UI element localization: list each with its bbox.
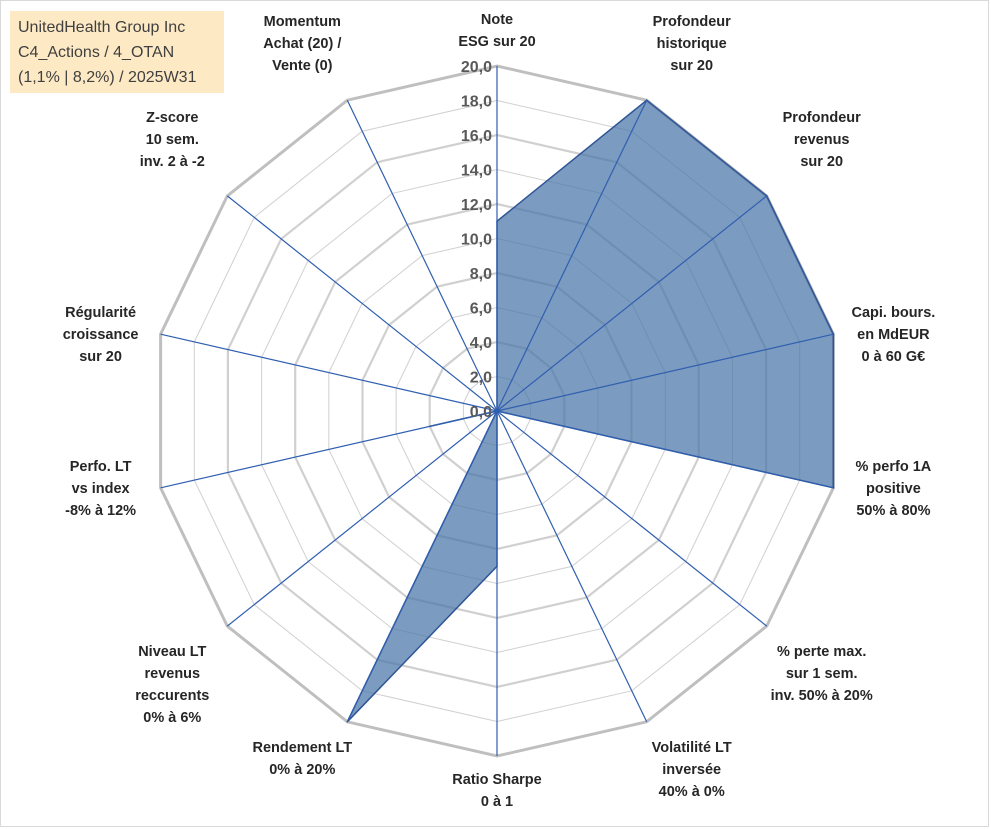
axis-label-line: croissance [63, 327, 139, 343]
tick-label: 16,0 [461, 128, 492, 145]
axis-label-line: reccurents [135, 688, 209, 704]
axis-label: Régularité croissance sur 20 [63, 305, 139, 365]
axis-label-line: Ratio Sharpe [452, 772, 541, 788]
axis-label-line: Niveau LT [138, 644, 206, 660]
tick-label: 8,0 [470, 266, 492, 283]
axis-label-line: sur 20 [670, 58, 713, 74]
axis-label-line: vs index [72, 481, 130, 497]
tick-label: 2,0 [470, 370, 492, 387]
axis-label-line: 0 à 60 G€ [862, 349, 926, 365]
axis-label-line: 50% à 80% [856, 503, 930, 519]
axis-label: Volatilité LT inversée 40% à 0% [652, 740, 732, 800]
chart-title-box: UnitedHealth Group Inc C4_Actions / 4_OT… [10, 11, 224, 93]
tick-label: 6,0 [470, 301, 492, 318]
axis-label-line: Rendement LT [252, 740, 352, 756]
title-line-category: C4_Actions / 4_OTAN [18, 44, 175, 61]
axis-spoke [496, 410, 648, 723]
axis-label-line: inv. 2 à -2 [140, 154, 205, 170]
axis-label-line: Momentum [264, 14, 341, 30]
axis-label-line: Vente (0) [272, 58, 333, 74]
axis-label-line: sur 20 [79, 349, 122, 365]
axis-spoke [496, 333, 834, 412]
tick-label: 4,0 [470, 335, 492, 352]
axis-label: Ratio Sharpe 0 à 1 [452, 772, 541, 810]
axis-spoke [496, 99, 648, 412]
axis-label-line: en MdEUR [857, 327, 930, 343]
axis-label: Perfo. LT vs index -8% à 12% [65, 459, 136, 519]
axis-label: Niveau LT revenus reccurents 0% à 6% [135, 644, 209, 726]
axis-spoke [346, 99, 498, 412]
axis-label-line: Profondeur [653, 14, 731, 30]
axis-label: Profondeur historique sur 20 [653, 14, 731, 74]
axis-label-line: Régularité [65, 305, 136, 321]
axis-label-line: inversée [662, 762, 721, 778]
axis-spoke [496, 410, 768, 627]
axis-label-line: Perfo. LT [70, 459, 132, 475]
axis-label-line: inv. 50% à 20% [771, 688, 873, 704]
axis-label-line: 0 à 1 [481, 794, 513, 810]
tick-label: 0,0 [470, 404, 492, 421]
tick-label: 10,0 [461, 232, 492, 249]
series-area [346, 99, 835, 723]
axis-label: Capi. bours. en MdEUR 0 à 60 G€ [852, 305, 936, 365]
axis-spoke [226, 410, 498, 627]
axis-label-line: 10 sem. [146, 132, 199, 148]
axis-label-line: historique [657, 36, 727, 52]
tick-label: 20,0 [461, 59, 492, 76]
axis-label-line: -8% à 12% [65, 503, 136, 519]
axis-label-line: Z-score [146, 110, 198, 126]
axis-label: Z-score 10 sem. inv. 2 à -2 [140, 110, 205, 170]
axis-label-line: Achat (20) / [263, 36, 341, 52]
axis-spoke [496, 410, 834, 489]
title-line-period: (1,1% | 8,2%) / 2025W31 [18, 69, 197, 86]
axis-label-line: ESG sur 20 [458, 34, 535, 50]
axis-label-line: % perfo 1A [856, 459, 932, 475]
axis-label-line: 0% à 6% [143, 710, 201, 726]
tick-label: 14,0 [461, 163, 492, 180]
tick-label: 12,0 [461, 197, 492, 214]
title-line-company: UnitedHealth Group Inc [18, 19, 186, 36]
axis-label-line: Note [481, 12, 513, 28]
axis-spoke [346, 410, 498, 723]
axis-label-line: Capi. bours. [852, 305, 936, 321]
axis-label-line: % perte max. [777, 644, 866, 660]
axis-spoke [160, 333, 498, 412]
spoke-layer [160, 66, 834, 756]
axis-label-line: 40% à 0% [659, 784, 725, 800]
axis-label-line: Volatilité LT [652, 740, 732, 756]
axis-label-line: revenus [794, 132, 850, 148]
axis-label: Momentum Achat (20) / Vente (0) [263, 14, 341, 74]
axis-label: % perte max. sur 1 sem. inv. 50% à 20% [771, 644, 873, 704]
axis-label: Rendement LT 0% à 20% [252, 740, 352, 778]
tick-label: 18,0 [461, 94, 492, 111]
axis-label-line: sur 1 sem. [786, 666, 858, 682]
axis-label: Profondeur revenus sur 20 [783, 110, 861, 170]
axis-label-line: sur 20 [800, 154, 843, 170]
axis-label: Note ESG sur 20 [458, 12, 535, 50]
tick-layer: 0,0 2,0 4,0 6,0 8,0 10,0 12,0 14,0 16,0 18,0 20,0 [461, 59, 492, 421]
label-layer: Note ESG sur 20 Profondeur historique sur 20… [63, 12, 936, 810]
axis-label: % perfo 1A positive 50% à 80% [856, 459, 932, 519]
axis-spoke [496, 195, 768, 412]
axis-spoke [226, 195, 498, 412]
axis-spoke [160, 410, 498, 489]
axis-label-line: Profondeur [783, 110, 861, 126]
axis-label-line: positive [866, 481, 921, 497]
axis-label-line: 0% à 20% [269, 762, 335, 778]
axis-label-line: revenus [144, 666, 200, 682]
